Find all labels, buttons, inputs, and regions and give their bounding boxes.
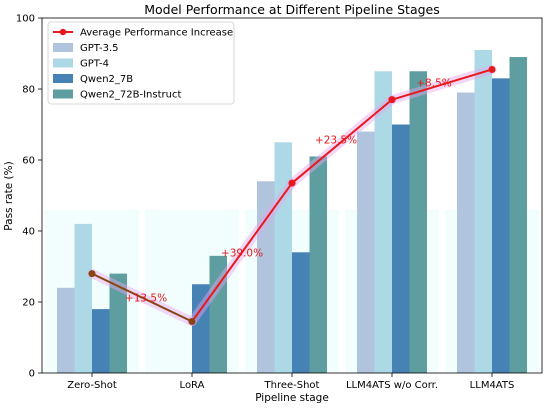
- y-axis-label: Pass rate (%): [3, 161, 15, 230]
- legend-label: Qwen2_72B-Instruct: [80, 90, 181, 101]
- legend: Average Performance Increase GPT-3.5 GPT-4…: [47, 21, 235, 105]
- bar-Qwen2_7B: [192, 284, 210, 373]
- x-tick-label: LLM4ATS: [470, 380, 515, 391]
- bar-GPT-3.5: [357, 131, 375, 373]
- line-segment: [91, 272, 193, 323]
- legend-swatch: [53, 43, 73, 52]
- line-point: [188, 318, 196, 326]
- annotations-group: +13.5% +39.0% +23.5% +8.5%: [125, 78, 452, 305]
- y-tick-label: 40: [22, 227, 35, 238]
- line-point: [288, 179, 296, 187]
- bar-Qwen2_7B: [92, 309, 110, 373]
- legend-box: [47, 21, 235, 105]
- y-tick-label: 60: [22, 156, 35, 167]
- line-annotation: +39.0%: [221, 247, 263, 259]
- bar-GPT-3.5: [457, 92, 475, 374]
- bar-Qwen2_72B-Instruct: [309, 156, 327, 373]
- bar-GPT-4: [74, 223, 92, 373]
- legend-label: GPT-4: [80, 59, 109, 70]
- x-axis: Zero-Shot LoRA Three-Shot LLM4ATS w/o Corr.…: [67, 373, 514, 391]
- bar-Qwen2_72B-Instruct: [209, 255, 227, 373]
- bar-Qwen2_7B: [492, 78, 510, 373]
- line-point: [488, 65, 496, 73]
- line-point: [88, 270, 96, 278]
- bar-Qwen2_72B-Instruct: [509, 57, 527, 374]
- legend-swatch: [53, 58, 73, 68]
- line-segment: [291, 98, 393, 184]
- x-tick-label: LoRA: [180, 380, 205, 391]
- x-tick-label: LLM4ATS w/o Corr.: [346, 380, 438, 391]
- bar-GPT-4: [274, 142, 292, 373]
- x-tick-label: Three-Shot: [264, 380, 320, 391]
- legend-swatch: [53, 74, 73, 83]
- line-group: [88, 65, 496, 326]
- y-tick-label: 0: [29, 369, 35, 380]
- legend-line-marker: [59, 28, 67, 36]
- bar-Qwen2_72B-Instruct: [109, 273, 127, 373]
- x-tick-label: Zero-Shot: [67, 380, 117, 391]
- bar-GPT-4: [474, 49, 492, 373]
- bars-group: [45, 49, 539, 374]
- legend-swatch: [53, 89, 73, 99]
- line-segment: [191, 182, 293, 323]
- y-tick-label: 100: [16, 14, 35, 25]
- bar-Qwen2_7B: [292, 252, 310, 373]
- line-annotation: +13.5%: [125, 293, 167, 305]
- legend-label: GPT-3.5: [80, 43, 118, 54]
- y-tick-label: 80: [22, 85, 35, 96]
- chart-title: Model Performance at Different Pipeline …: [144, 2, 440, 17]
- bar-Qwen2_72B-Instruct: [409, 71, 427, 373]
- legend-label: Average Performance Increase: [80, 28, 233, 39]
- y-tick-label: 20: [22, 298, 35, 309]
- line-annotation: +8.5%: [416, 78, 451, 90]
- bar-GPT-4: [374, 71, 392, 373]
- bar-GPT-3.5: [257, 181, 275, 373]
- legend-label: Qwen2_7B: [80, 74, 133, 85]
- y-axis: 0 20 40 60 80 100: [16, 14, 42, 380]
- bar-GPT-3.5: [57, 287, 75, 373]
- x-axis-label: Pipeline stage: [255, 392, 329, 404]
- bar-Qwen2_7B: [392, 124, 410, 373]
- line-point: [388, 96, 396, 104]
- line-segment: [391, 68, 493, 101]
- line-annotation: +23.5%: [315, 134, 357, 146]
